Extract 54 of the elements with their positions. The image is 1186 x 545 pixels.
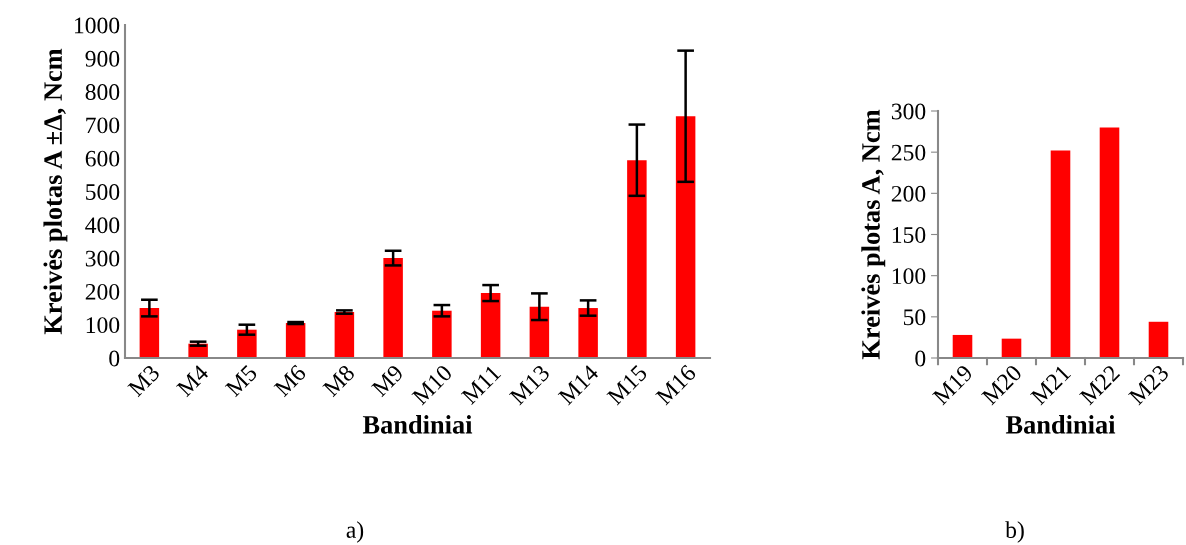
x-tick-label: M20 [980,363,1023,406]
y-tick-label: 200 [891,185,926,202]
bar [1001,338,1022,358]
x-tick-label: M9 [370,364,405,398]
text: b) [1005,521,1024,543]
x-tick-label: M19 [931,364,974,406]
text: a) [346,521,364,543]
bar [529,306,550,358]
bar [334,312,355,358]
y-tick-label: 400 [85,217,120,234]
x-tick-label: M5 [224,364,258,398]
y-tick-label: 50 [903,309,926,326]
x-tick-label: M23 [1127,364,1170,406]
y-tick-label: 150 [892,226,926,243]
bar [1050,150,1071,358]
x-tick-label: M13 [508,364,551,406]
y-tick-label: 500 [86,183,120,200]
y-tick-label: 300 [891,103,926,120]
bar [1148,321,1169,358]
bar [139,308,160,358]
y-tick-label: 700 [86,117,120,134]
y-tick-label: 0 [109,350,120,367]
bar [578,308,598,358]
bar [480,293,501,358]
x-tick-label: M8 [322,363,356,398]
y-tick-label: 900 [85,50,120,67]
bar [627,160,647,358]
x-tick-label: M10 [411,363,453,406]
y-axis-title: Kreivės plotas A ±Δ, Ncm [43,48,68,335]
x-tick-label: M21 [1029,364,1072,406]
y-tick-label: 300 [85,250,120,267]
x-axis-title: Bandiniai [1005,415,1116,434]
bar [383,258,403,358]
bar [432,310,452,358]
y-tick-label: 250 [891,144,926,161]
bar [285,323,306,358]
x-tick-label: M11 [460,364,502,405]
y-tick-label: 800 [85,84,120,101]
y-tick-label: 100 [86,317,120,334]
bar [675,116,696,358]
x-tick-label: M4 [176,363,210,398]
x-tick-label: M22 [1078,364,1121,406]
y-tick-label: 200 [85,283,120,300]
x-tick-label: M3 [127,364,161,398]
y-axis-title: Kreivės plotas A, Ncm [861,109,886,360]
x-tick-label: M6 [273,363,307,398]
y-tick-label: 100 [892,268,926,285]
bar [237,329,257,358]
bar [952,334,973,358]
y-tick-label: 1000 [74,17,120,34]
bar [1099,127,1120,358]
y-tick-label: 600 [85,150,120,167]
x-axis-title: Bandiniai [362,415,473,434]
y-tick-label: 0 [915,350,926,367]
